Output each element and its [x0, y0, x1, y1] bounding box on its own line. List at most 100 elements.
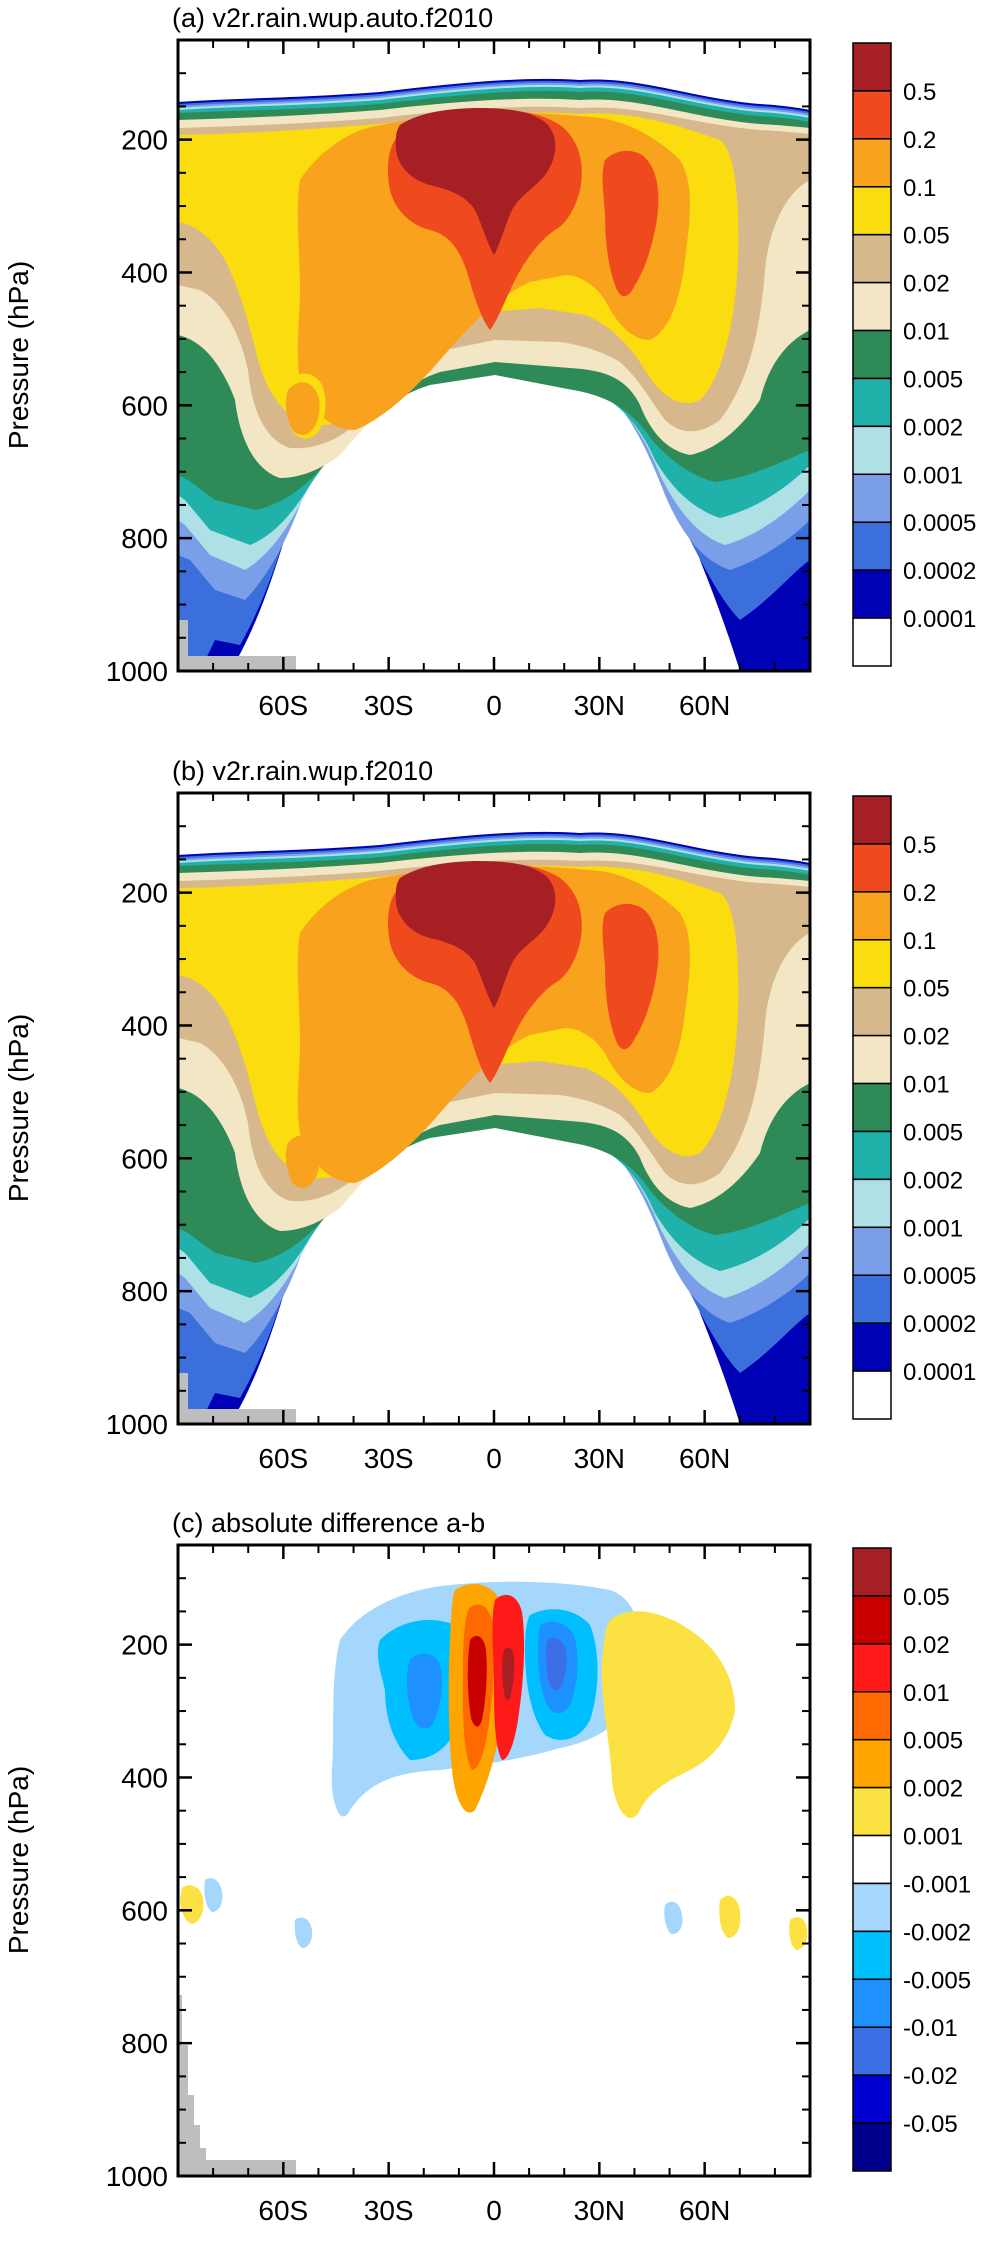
- panel-c-xtick-label: 60N: [679, 2195, 730, 2226]
- panel-b-title: (b) v2r.rain.wup.f2010: [172, 756, 433, 786]
- panel-b-legend-label: 0.5: [903, 832, 936, 859]
- panel-c-legend: 0.05 0.02 0.01 0.005 0.002 0.001 -0.001 -0.002 -…: [852, 1547, 971, 2172]
- panel-b-legend-swatch: [852, 939, 892, 989]
- panel-b-legend-swatch: [852, 986, 892, 1037]
- panel-b-legend-swatch: [852, 843, 892, 893]
- panel-b-legend-swatch: [852, 1226, 892, 1276]
- panel-b-legend-swatch: [852, 795, 892, 845]
- panel-b-legend-swatch: [852, 891, 892, 941]
- panel-b-xtick-label: 60N: [679, 1443, 730, 1474]
- panel-b-band-0.2-right: [602, 903, 659, 1050]
- panel-a-legend-label: 0.0001: [903, 606, 976, 633]
- panel-b-topography: [178, 1409, 296, 1424]
- panel-b-xtick-label: 30N: [574, 1443, 625, 1474]
- panel-b-legend-swatch: [852, 1034, 892, 1085]
- panel-a-xtick-label: 30S: [364, 690, 414, 721]
- panel-a-legend-swatch: [852, 425, 892, 476]
- panel-a-legend-label: 0.02: [903, 271, 950, 298]
- panel-a-xticks: 60S 30S 0 30N 60N: [212, 40, 776, 721]
- panel-c-yticks: 1000 800 600 400 200: [106, 1577, 810, 2192]
- panel-a-legend-swatch: [852, 377, 892, 428]
- panel-c-legend-swatch: [852, 1595, 892, 1645]
- panel-b-xticks: 60S 30S 0 30N 60N: [212, 793, 776, 1474]
- panel-c-ylabel: Pressure (hPa): [3, 1766, 34, 1954]
- panel-b-topography-2: [178, 1373, 188, 1424]
- panel-c-legend-label: -0.002: [903, 1919, 971, 1946]
- panel-b-legend-swatch: [852, 1178, 892, 1229]
- panel-c: (c) absolute difference a-b: [3, 1508, 971, 2226]
- panel-b-legend-label: 0.01: [903, 1072, 950, 1099]
- panel-a-contours: [178, 78, 810, 671]
- panel-a-band-0.5: [395, 108, 556, 255]
- panel-a-ylabel: Pressure (hPa): [3, 261, 34, 449]
- panel-c-legend-swatch: [852, 2122, 892, 2172]
- panel-a-ytick-label: 1000: [106, 656, 168, 687]
- panel-b-legend-label: 0.005: [903, 1119, 963, 1146]
- panel-c-contours: [178, 1581, 808, 2176]
- panel-a-ytick-label: 600: [121, 390, 168, 421]
- panel-a-legend-swatch: [852, 473, 892, 523]
- panel-a-xtick-label: 60N: [679, 690, 730, 721]
- panel-c-patch-small-3: [294, 1917, 313, 1948]
- panel-a-legend-swatch: [852, 90, 892, 140]
- panel-b: (b) v2r.rain.wup.f2010: [3, 756, 976, 1474]
- panel-b-legend-label: 0.002: [903, 1167, 963, 1194]
- panel-a-legend-label: 0.01: [903, 319, 950, 346]
- panel-c-legend-label: -0.001: [903, 1871, 971, 1898]
- panel-a-legend-label: 0.05: [903, 223, 950, 250]
- panel-c-legend-swatch: [852, 2074, 892, 2124]
- panel-b-legend-swatch: [852, 1130, 892, 1181]
- panel-a-legend-label: 0.002: [903, 414, 963, 441]
- panel-a-legend-swatch: [852, 138, 892, 188]
- panel-c-legend-label: -0.02: [903, 2063, 958, 2090]
- panel-a-topography: [178, 656, 296, 671]
- panel-b-contours: [178, 831, 810, 1424]
- panel-a-legend-swatch: [852, 233, 892, 284]
- panel-b-legend-swatch: [852, 1274, 892, 1324]
- panel-c-legend-swatch: [852, 1738, 892, 1789]
- panel-a-legend-label: 0.2: [903, 127, 936, 154]
- panel-a-legend-label: 0.005: [903, 366, 963, 393]
- panel-a-legend-swatch: [852, 569, 892, 619]
- panel-b-legend-label: 0.001: [903, 1215, 963, 1242]
- panel-c-legend-swatch: [852, 1930, 892, 1981]
- panel-b-legend-label: 0.0002: [903, 1311, 976, 1338]
- panel-b-yticks: 1000 800 600 400 200: [106, 825, 810, 1440]
- panel-c-ytick-label: 400: [121, 1762, 168, 1793]
- panel-c-xtick-label: 60S: [258, 2195, 308, 2226]
- panel-b-legend-swatch: [852, 1322, 892, 1372]
- panel-c-patch-small-4: [719, 1896, 741, 1938]
- panel-b-xtick-label: 30S: [364, 1443, 414, 1474]
- panel-a-legend-label: 0.0005: [903, 510, 976, 537]
- panel-b-band-0.5: [395, 861, 556, 1008]
- panel-b-legend-swatch: [852, 1082, 892, 1133]
- panel-c-legend-label: 0.005: [903, 1728, 963, 1755]
- panel-c-patch-small-1: [180, 1885, 204, 1924]
- panel-c-patch-pos-yellow: [601, 1611, 735, 1819]
- panel-a-legend-label: 0.001: [903, 462, 963, 489]
- panel-c-legend-swatch: [852, 1834, 892, 1885]
- panel-b-ytick-label: 1000: [106, 1409, 168, 1440]
- panel-c-xtick-label: 30S: [364, 2195, 414, 2226]
- panel-a-legend-swatch: [852, 186, 892, 236]
- panel-b-ytick-label: 200: [121, 878, 168, 909]
- panel-b-legend-label: 0.0001: [903, 1359, 976, 1386]
- panel-a-xtick-label: 0: [486, 690, 502, 721]
- panel-a-ytick-label: 400: [121, 257, 168, 288]
- panel-a: (a) v2r.rain.wup.auto.f2010 Pressure (hP…: [3, 3, 976, 721]
- panel-c-xtick-label: 0: [486, 2195, 502, 2226]
- panel-a-legend-swatch: [852, 617, 892, 667]
- panel-a-band-0.1-blob: [285, 382, 320, 435]
- panel-b-legend-label: 0.1: [903, 928, 936, 955]
- panel-b-legend-label: 0.0005: [903, 1263, 976, 1290]
- panel-c-legend-swatch: [852, 1691, 892, 1741]
- panel-a-title: (a) v2r.rain.wup.auto.f2010: [172, 3, 493, 33]
- panel-a-legend-label: 0.0002: [903, 558, 976, 585]
- panel-b-legend-label: 0.02: [903, 1024, 950, 1051]
- panel-c-legend-swatch: [852, 1978, 892, 2028]
- panel-c-legend-label: -0.01: [903, 2015, 958, 2042]
- panel-c-patch-pos-max: [502, 1647, 515, 1700]
- panel-c-legend-swatch: [852, 1547, 892, 1597]
- panel-c-ytick-label: 200: [121, 1630, 168, 1661]
